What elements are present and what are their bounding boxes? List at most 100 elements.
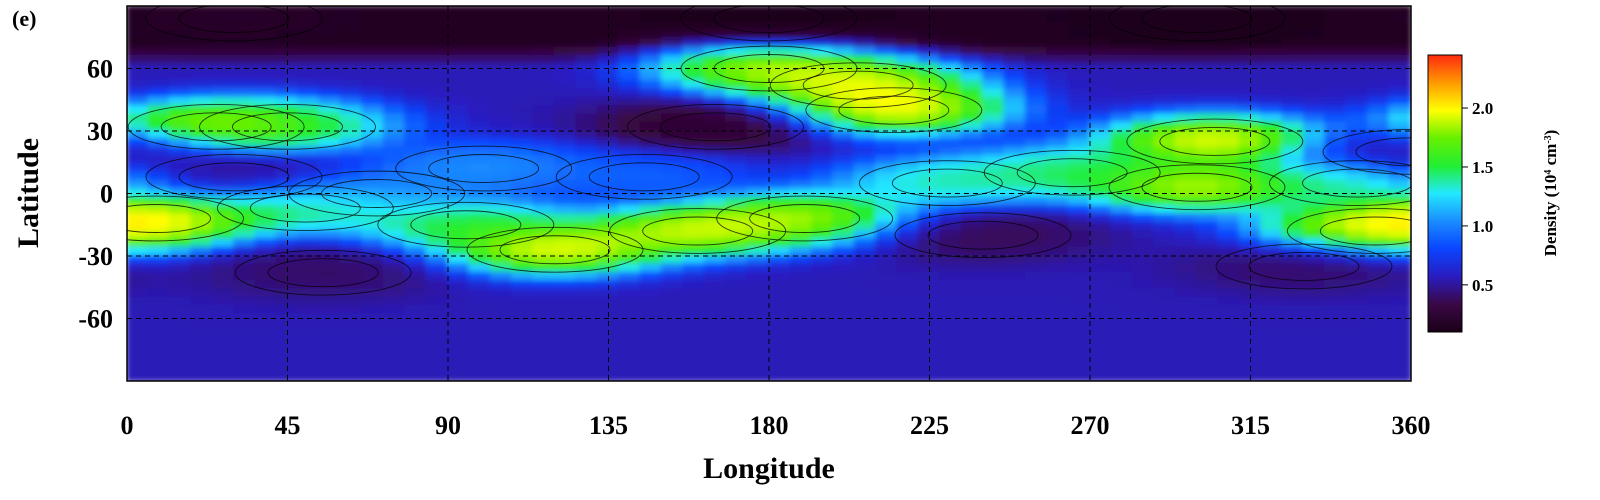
- heatmap-cell: [297, 38, 321, 49]
- heatmap-cell: [318, 38, 342, 49]
- heatmap-cell: [168, 130, 193, 141]
- heatmap-cell: [127, 138, 150, 149]
- heatmap-cell: [1324, 55, 1348, 66]
- heatmap-cell: [1388, 363, 1411, 374]
- heatmap-cell: [190, 305, 214, 316]
- heatmap-cell: [1196, 55, 1220, 66]
- heatmap-cell: [211, 80, 235, 91]
- heatmap-cell: [1024, 88, 1049, 99]
- heatmap-cell: [1324, 230, 1348, 241]
- heatmap-cell: [211, 255, 235, 266]
- heatmap-cell: [746, 305, 770, 316]
- heatmap-cell: [1281, 180, 1305, 191]
- heatmap-cell: [1046, 263, 1070, 274]
- heatmap-cell: [1303, 280, 1327, 291]
- heatmap-cell: [511, 271, 535, 282]
- heatmap-cell: [725, 346, 749, 357]
- heatmap-cell: [511, 280, 535, 291]
- heatmap-cell: [1217, 163, 1241, 174]
- heatmap-cell: [575, 21, 599, 32]
- heatmap-cell: [1174, 113, 1198, 124]
- heatmap-cell: [511, 155, 535, 166]
- heatmap-cell: [896, 30, 920, 41]
- heatmap-cell: [661, 21, 685, 32]
- heatmap-cell: [211, 21, 235, 32]
- heatmap-cell: [318, 163, 342, 174]
- heatmap-cell: [596, 88, 621, 99]
- heatmap-cell: [1131, 330, 1156, 341]
- heatmap-cell: [725, 105, 749, 116]
- heatmap-cell: [853, 271, 877, 282]
- heatmap-cell: [1345, 38, 1370, 49]
- heatmap-cell: [254, 113, 278, 124]
- heatmap-cell: [147, 371, 171, 381]
- heatmap-cell: [618, 280, 642, 291]
- heatmap-cell: [275, 96, 300, 107]
- heatmap-cell: [661, 371, 685, 381]
- heatmap-cell: [1174, 21, 1198, 32]
- heatmap-cell: [168, 188, 193, 199]
- heatmap-cell: [1367, 38, 1391, 49]
- heatmap-cell: [639, 163, 663, 174]
- heatmap-cell: [1131, 188, 1156, 199]
- heatmap-cell: [1024, 321, 1049, 332]
- heatmap-cell: [1238, 213, 1263, 224]
- heatmap-cell: [661, 263, 685, 274]
- heatmap-cell: [1303, 371, 1327, 381]
- heatmap-cell: [468, 263, 492, 274]
- heatmap-cell: [1388, 246, 1411, 257]
- heatmap-cell: [746, 130, 770, 141]
- heatmap-cell: [532, 271, 556, 282]
- heatmap-cell: [532, 80, 556, 91]
- heatmap-cell: [1110, 213, 1134, 224]
- heatmap-cell: [554, 221, 578, 232]
- heatmap-cell: [1110, 280, 1134, 291]
- heatmap-cell: [853, 121, 877, 132]
- heatmap-cell: [725, 305, 749, 316]
- heatmap-cell: [254, 271, 278, 282]
- heatmap-cell: [211, 305, 235, 316]
- heatmap-cell: [318, 55, 342, 66]
- heatmap-cell: [1153, 330, 1177, 341]
- heatmap-cell: [960, 363, 984, 374]
- heatmap-cell: [575, 238, 599, 249]
- heatmap-cell: [127, 6, 150, 16]
- heatmap-cell: [746, 105, 770, 116]
- heatmap-cell: [1024, 196, 1049, 207]
- heatmap-cell: [639, 146, 663, 157]
- heatmap-cell: [1089, 55, 1113, 66]
- heatmap-cell: [768, 196, 792, 207]
- colorbar-tick-labels: 0.51.01.52.0: [1462, 99, 1493, 295]
- heatmap-cell: [896, 213, 920, 224]
- heatmap-cell: [468, 30, 492, 41]
- heatmap-cell: [1217, 280, 1241, 291]
- heatmap-cell: [1303, 305, 1327, 316]
- heatmap-cell: [297, 71, 321, 82]
- heatmap-cell: [810, 171, 835, 182]
- heatmap-cell: [1260, 180, 1284, 191]
- heatmap-cell: [275, 71, 300, 82]
- heatmap-cell: [233, 46, 257, 57]
- heatmap-cell: [1131, 288, 1156, 299]
- heatmap-cell: [532, 355, 556, 366]
- heatmap-cell: [1003, 371, 1027, 381]
- heatmap-cell: [832, 280, 856, 291]
- heatmap-cell: [489, 221, 514, 232]
- heatmap-cell: [233, 305, 257, 316]
- heatmap-cell: [960, 296, 984, 307]
- heatmap-cell: [982, 263, 1006, 274]
- heatmap-cell: [190, 155, 214, 166]
- heatmap-cell: [639, 246, 663, 257]
- heatmap-cell: [746, 38, 770, 49]
- heatmap-cell: [404, 46, 428, 57]
- heatmap-cell: [1367, 338, 1391, 349]
- heatmap-cell: [1153, 121, 1177, 132]
- heatmap-cell: [1003, 6, 1027, 16]
- heatmap-cell: [1367, 146, 1391, 157]
- heatmap-cell: [832, 38, 856, 49]
- heatmap-cell: [939, 321, 963, 332]
- heatmap-cell: [810, 138, 835, 149]
- heatmap-cell: [596, 321, 621, 332]
- heatmap-cell: [618, 296, 642, 307]
- heatmap-cell: [190, 21, 214, 32]
